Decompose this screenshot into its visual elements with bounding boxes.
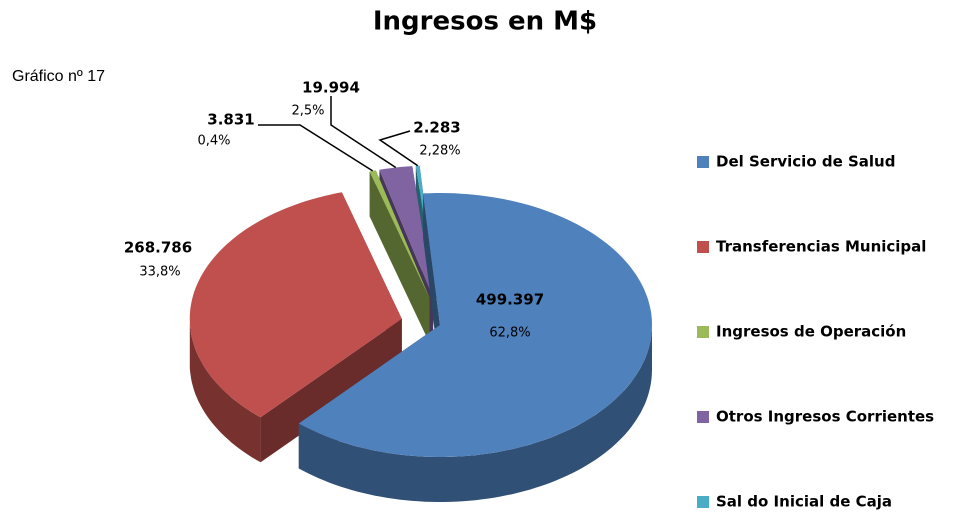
- leader-line: [330, 96, 397, 169]
- slice: [298, 193, 652, 502]
- slice-cut-face: [423, 193, 440, 370]
- legend-swatch: [697, 156, 709, 168]
- slice: [189, 192, 402, 463]
- percent-label: 2,28%: [419, 144, 460, 159]
- legend-swatch: [697, 241, 709, 253]
- data-label: 268.786: [124, 239, 192, 257]
- legend-label: Del Servicio de Salud: [716, 153, 895, 171]
- percent-label: 62,8%: [489, 326, 530, 341]
- legend-swatch: [697, 496, 709, 508]
- legend-swatch: [697, 326, 709, 338]
- pie-slice: [298, 193, 652, 457]
- slice-side: [298, 325, 652, 502]
- pie-slice: [369, 170, 430, 298]
- leader-line: [258, 124, 374, 172]
- legend-label: Transferencias Municipal: [716, 238, 926, 256]
- slice: [369, 170, 430, 343]
- data-label: 499.397: [476, 291, 544, 309]
- chart-title: Ingresos en M$: [373, 7, 597, 37]
- data-label: 2.283: [413, 119, 460, 137]
- percent-label: 33,8%: [139, 265, 180, 280]
- slice-side: [189, 318, 261, 463]
- data-label: 3.831: [207, 111, 254, 129]
- pie-slice: [189, 192, 402, 418]
- slice-cut-face: [375, 170, 430, 343]
- legend-label: Sal do Inicial de Caja: [716, 493, 892, 511]
- legend-swatch: [697, 411, 709, 423]
- percent-label: 0,4%: [197, 134, 230, 149]
- data-label: 19.994: [302, 79, 360, 97]
- legend-label: Otros Ingresos Corrientes: [716, 408, 934, 426]
- leader-line: [378, 130, 419, 167]
- pie-slice: [379, 166, 434, 298]
- chart-subtitle: Gráfico nº 17: [12, 68, 105, 85]
- legend-label: Ingresos de Operación: [716, 323, 906, 341]
- percent-label: 2,5%: [291, 104, 324, 119]
- slice-cut-face: [260, 318, 402, 463]
